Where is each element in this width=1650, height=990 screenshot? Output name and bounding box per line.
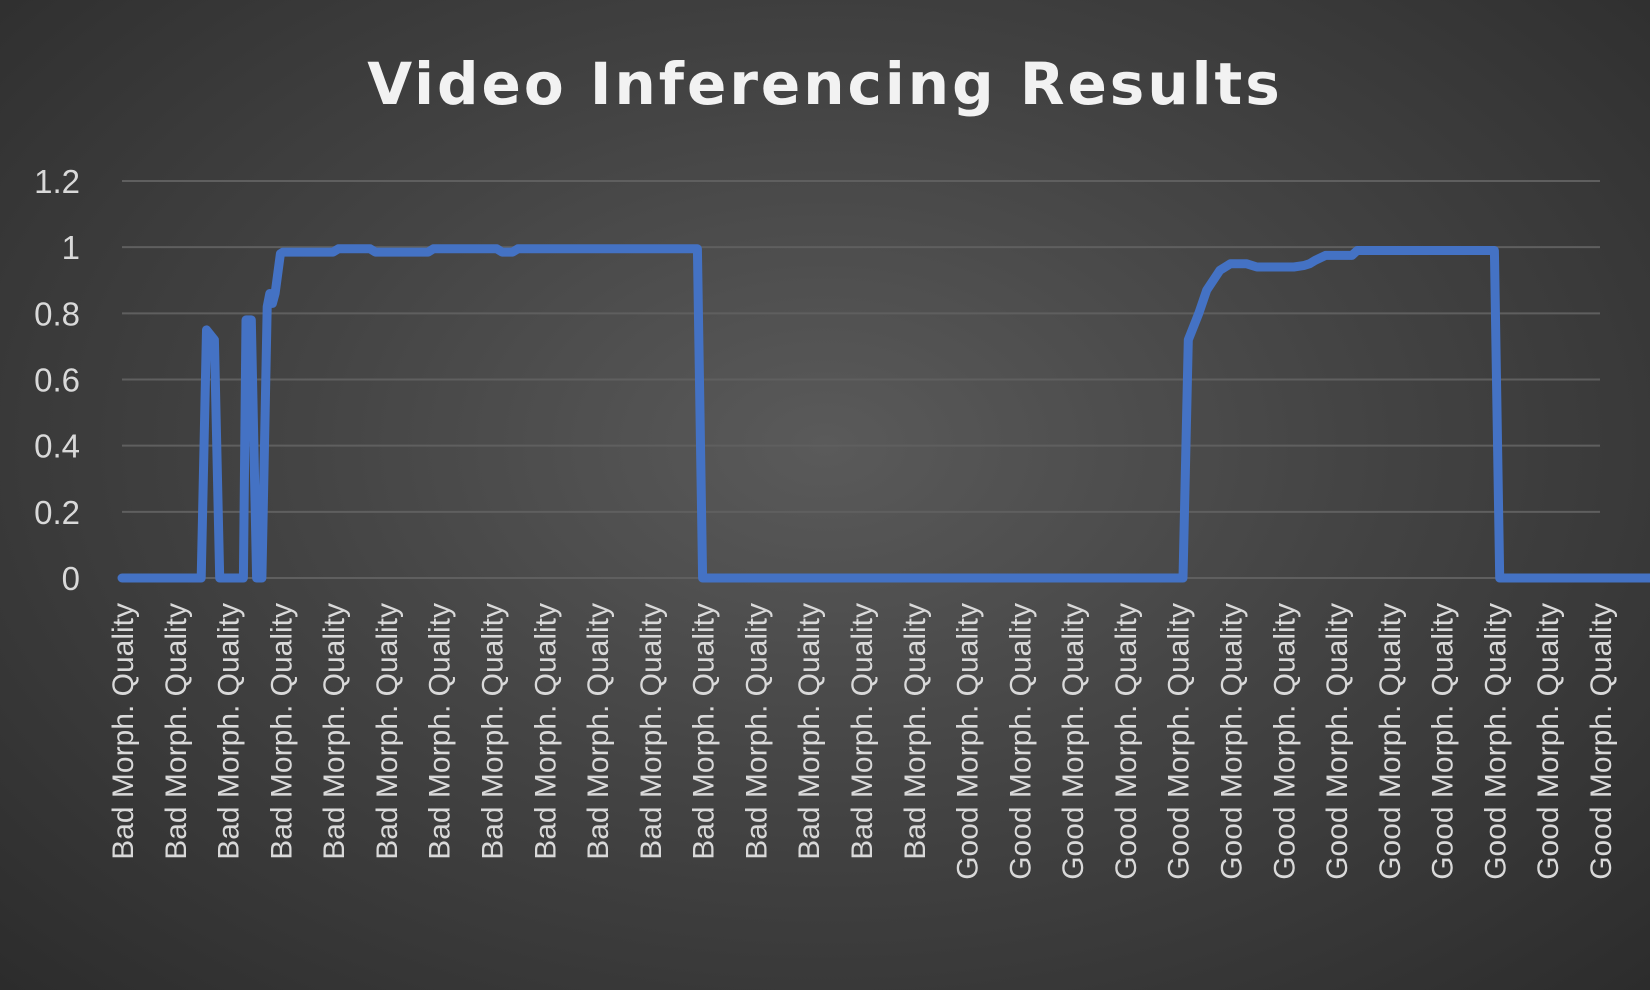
y-tick-label: 0.4 — [34, 428, 80, 465]
y-axis-ticks: 0 0.2 0.4 0.6 0.8 1 1.2 — [34, 163, 80, 597]
y-tick-label: 0.2 — [34, 494, 80, 531]
x-tick-label: Bad Morph. Quality — [160, 603, 193, 860]
x-tick-label: Bad Morph. Quality — [582, 603, 615, 860]
x-tick-label: Bad Morph. Quality — [635, 603, 668, 860]
x-tick-label: Good Morph. Quality — [1268, 603, 1301, 880]
x-tick-label: Bad Morph. Quality — [477, 603, 510, 860]
x-tick-label: Good Morph. Quality — [1532, 603, 1565, 880]
y-tick-label: 0 — [62, 560, 80, 597]
x-tick-label: Bad Morph. Quality — [371, 603, 404, 860]
x-tick-label: Bad Morph. Quality — [846, 603, 879, 860]
x-tick-label: Good Morph. Quality — [1057, 603, 1090, 880]
x-tick-label: Bad Morph. Quality — [740, 603, 773, 860]
x-tick-label: Bad Morph. Quality — [318, 603, 351, 860]
chart-title: Video Inferencing Results — [367, 50, 1283, 118]
x-tick-label: Bad Morph. Quality — [529, 603, 562, 860]
y-tick-label: 0.8 — [34, 295, 80, 332]
x-tick-label: Good Morph. Quality — [952, 603, 985, 880]
x-tick-label: Bad Morph. Quality — [424, 603, 457, 860]
series-layer — [117, 244, 1650, 583]
x-tick-label: Good Morph. Quality — [1479, 603, 1512, 880]
x-tick-label: Bad Morph. Quality — [688, 603, 721, 860]
x-tick-label: Good Morph. Quality — [1374, 603, 1407, 880]
y-tick-label: 1 — [62, 229, 80, 266]
x-tick-label: Good Morph. Quality — [1163, 603, 1196, 880]
x-tick-label: Bad Morph. Quality — [265, 603, 298, 860]
x-tick-label: Good Morph. Quality — [1004, 603, 1037, 880]
x-tick-label: Bad Morph. Quality — [793, 603, 826, 860]
y-tick-label: 1.2 — [34, 163, 80, 200]
x-tick-label: Good Morph. Quality — [1321, 603, 1354, 880]
gridlines — [122, 180, 1600, 579]
series-line-0 — [117, 244, 1650, 583]
x-axis-ticks: Bad Morph. Quality Bad Morph. Quality Bad … — [107, 603, 1618, 880]
y-tick-label: 0.6 — [34, 362, 80, 399]
x-tick-label: Good Morph. Quality — [1427, 603, 1460, 880]
x-tick-label: Good Morph. Quality — [1216, 603, 1249, 880]
x-tick-label: Bad Morph. Quality — [899, 603, 932, 860]
x-tick-label: Good Morph. Quality — [1110, 603, 1143, 880]
x-tick-label: Bad Morph. Quality — [107, 603, 140, 860]
x-tick-label: Bad Morph. Quality — [213, 603, 246, 860]
x-tick-label: Good Morph. Quality — [1585, 603, 1618, 880]
